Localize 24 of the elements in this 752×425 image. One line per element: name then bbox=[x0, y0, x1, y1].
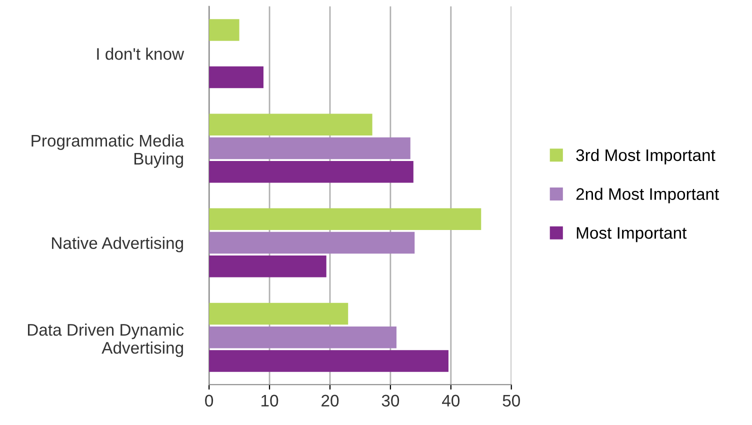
x-tick-label: 50 bbox=[502, 394, 520, 407]
x-tick-label: 20 bbox=[322, 394, 339, 407]
y-tick-label: Native Advertising bbox=[52, 236, 183, 252]
bar bbox=[209, 160, 414, 183]
bar bbox=[209, 66, 264, 88]
bar bbox=[209, 114, 372, 136]
legend-label: 2nd Most Important bbox=[576, 188, 720, 204]
x-tick-label: 10 bbox=[262, 394, 278, 407]
bar bbox=[209, 137, 410, 160]
bar bbox=[209, 208, 482, 230]
legend-label: Most Important bbox=[576, 227, 687, 242]
x-tick-label: 0 bbox=[205, 394, 214, 407]
bar bbox=[209, 232, 415, 254]
bar bbox=[209, 302, 348, 325]
bar bbox=[209, 19, 240, 41]
bar bbox=[209, 326, 396, 348]
y-tick-label: Data Driven Dynamic Advertising bbox=[28, 324, 184, 358]
y-tick-label: Programmatic Media Buying bbox=[32, 134, 184, 168]
legend-label: 3rd Most Important bbox=[576, 148, 716, 164]
x-tick-label: 30 bbox=[382, 394, 400, 407]
y-tick-label: I don't know bbox=[97, 48, 184, 60]
bar bbox=[209, 350, 448, 372]
bar bbox=[209, 256, 326, 278]
x-tick-label: 40 bbox=[442, 394, 460, 407]
